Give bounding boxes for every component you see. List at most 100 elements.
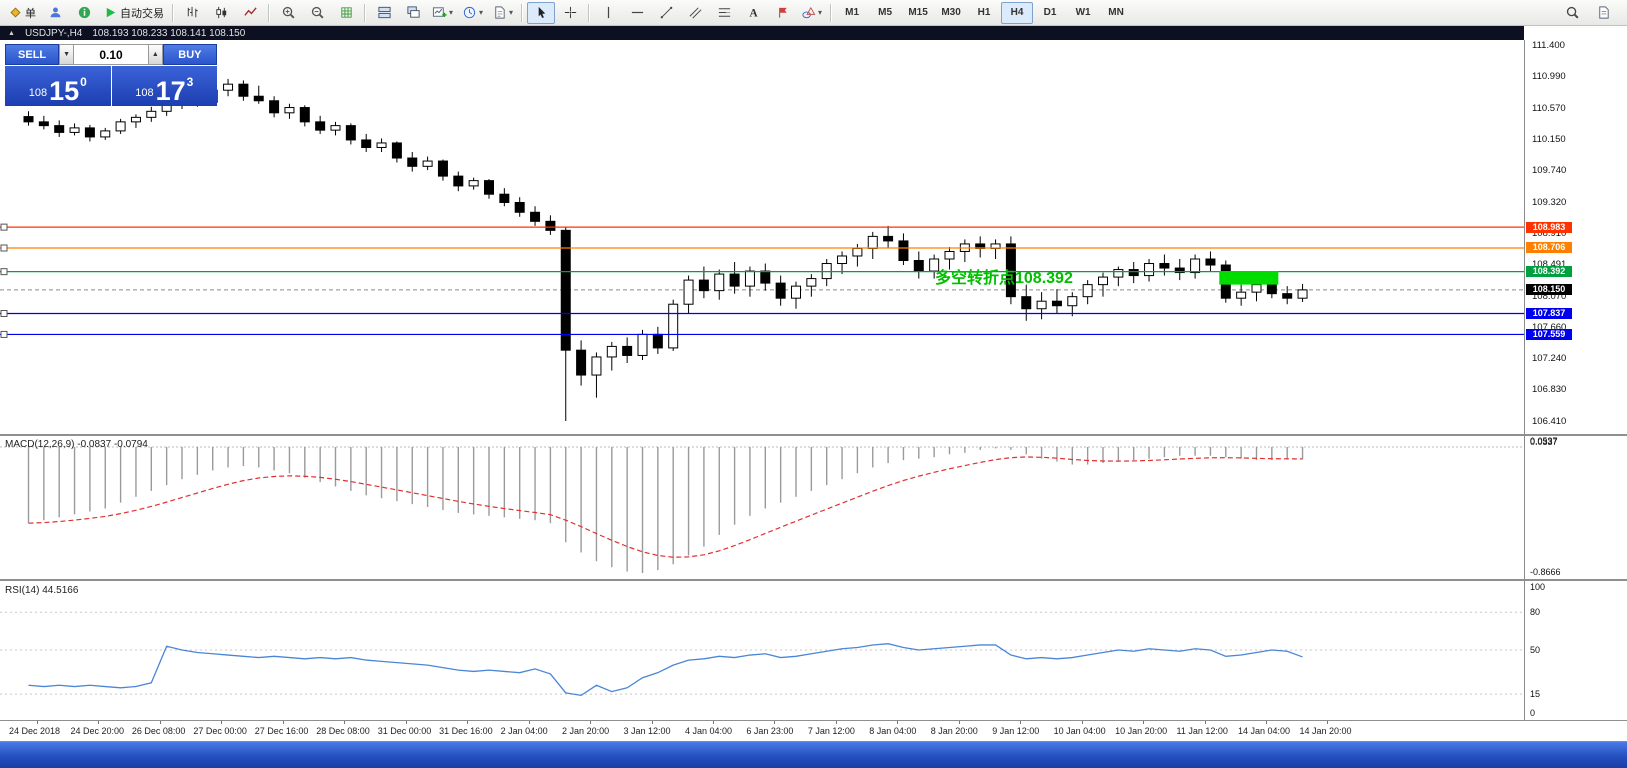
time-tick: [1081, 721, 1083, 724]
vertical-line-button[interactable]: [594, 2, 622, 24]
timeframe-mn-button[interactable]: MN: [1108, 7, 1124, 18]
price-tick-label: 106.830: [1532, 384, 1567, 396]
cascade-windows-button[interactable]: [399, 2, 427, 24]
price-chart[interactable]: 多空转折点108.392: [0, 40, 1524, 434]
timeframe-h1-button[interactable]: H1: [977, 7, 991, 18]
price-axis[interactable]: 111.400 110.990 110.570 110.150 109.740 109.3…: [1524, 40, 1627, 434]
panel-splitter[interactable]: [0, 434, 1627, 436]
search-button[interactable]: [1558, 2, 1586, 24]
candle-body: [69, 127, 80, 133]
timeframe-d1-button[interactable]: D1: [1043, 7, 1057, 18]
tile-windows-button[interactable]: [370, 2, 398, 24]
text-button[interactable]: A: [739, 2, 767, 24]
volume-input[interactable]: [74, 44, 148, 65]
candle-body: [913, 260, 924, 272]
time-tick: [590, 721, 592, 724]
profiles-button[interactable]: [41, 2, 69, 24]
candle-body: [499, 193, 510, 203]
time-axis-label: 2 Jan 20:00: [562, 726, 610, 736]
timeframe-h4-button[interactable]: H4: [1001, 1, 1034, 24]
candle-body: [1159, 263, 1170, 269]
time-axis-label: 4 Jan 04:00: [684, 726, 732, 736]
candle-body: [146, 110, 157, 118]
price-level-tag: 107.837: [1526, 307, 1572, 319]
rsi-scale-label: 15: [1530, 689, 1541, 700]
highlight-rectangle[interactable]: [1219, 271, 1279, 285]
autotrading-button[interactable]: 自动交易: [99, 2, 168, 24]
sell-price-display[interactable]: 108 15 0: [5, 66, 111, 106]
line-handle[interactable]: [0, 330, 8, 338]
channel-button[interactable]: [681, 2, 709, 24]
templates-button[interactable]: ▾: [488, 2, 517, 24]
zoom-out-button[interactable]: [303, 2, 331, 24]
rsi-panel[interactable]: [0, 581, 1524, 720]
line-handle[interactable]: [0, 309, 8, 317]
line-handle[interactable]: [0, 244, 8, 252]
label-icon: [775, 5, 790, 20]
timeframe-m15-button[interactable]: M15: [908, 7, 928, 18]
new-chart-icon: [432, 5, 447, 20]
panel-splitter: [0, 720, 1627, 721]
chart-annotation-text[interactable]: 多空转折点108.392: [935, 268, 1073, 287]
time-tick: [37, 721, 38, 724]
cascade-icon: [406, 5, 421, 20]
grid-button[interactable]: [332, 2, 360, 24]
shapes-button[interactable]: ▾: [797, 2, 826, 24]
time-axis-label: 11 Jan 12:00: [1176, 726, 1228, 736]
line-handle[interactable]: [0, 223, 8, 231]
crosshair-button[interactable]: [556, 2, 584, 24]
timeframe-m30-button[interactable]: M30: [941, 7, 961, 18]
time-axis-label: 8 Jan 20:00: [930, 726, 978, 736]
cursor-button[interactable]: [527, 1, 556, 24]
trendline-button[interactable]: [652, 2, 680, 24]
tile-icon: [377, 5, 392, 20]
market-info-button[interactable]: [70, 2, 98, 24]
time-axis[interactable]: 24 Dec 2018 24 Dec 20:00 26 Dec 08:00 27 De…: [0, 721, 1627, 741]
buy-button[interactable]: BUY: [162, 44, 217, 65]
new-chart-button[interactable]: ▾: [428, 2, 457, 24]
macd-scale-label: 0.0337: [1530, 437, 1558, 447]
timeframe-w1-button[interactable]: W1: [1075, 7, 1091, 18]
timeframe-m1-button[interactable]: M1: [845, 7, 860, 18]
macd-panel[interactable]: [0, 436, 1524, 579]
candle-body: [1266, 284, 1277, 295]
time-axis-label: 8 Jan 04:00: [869, 726, 917, 736]
candlestick-button[interactable]: [207, 2, 235, 24]
toolbar-right-group: [1558, 2, 1623, 24]
windows-taskbar[interactable]: [0, 741, 1627, 768]
chart-title-bar[interactable]: ▲ USDJPY-,H4 108.193 108.233 108.141 108…: [0, 26, 1524, 40]
candle-body: [407, 157, 418, 167]
candle-body: [1098, 276, 1108, 286]
candle-body: [330, 125, 341, 131]
arrows-label-button[interactable]: [768, 2, 796, 24]
line-handle[interactable]: [0, 268, 8, 276]
timeframe-m5-button[interactable]: M5: [878, 7, 893, 18]
sell-button[interactable]: SELL: [5, 44, 60, 65]
time-axis-label: 10 Jan 04:00: [1053, 726, 1106, 736]
one-click-trading-panel: SELL ▼ ▲ BUY 108 15 0 108 17 3: [5, 44, 217, 106]
volume-decrease-button[interactable]: ▼: [59, 44, 74, 65]
horizontal-line-button[interactable]: [623, 2, 651, 24]
toolbar-separator: [268, 3, 270, 22]
buy-price-display[interactable]: 108 17 3: [111, 66, 217, 106]
candle-body: [299, 107, 310, 123]
price-level-tag: 108.150: [1526, 284, 1572, 296]
macd-axis[interactable]: 0.0537 0.0337 -0.8666: [1524, 436, 1627, 579]
rsi-axis[interactable]: 100 80 50 15 0: [1524, 581, 1627, 720]
candle-body: [729, 273, 740, 287]
new-order-button[interactable]: 单: [4, 2, 40, 24]
time-axis-label: 6 Jan 23:00: [746, 726, 794, 736]
candle-body: [376, 142, 387, 148]
line-chart-button[interactable]: [236, 2, 264, 24]
zoom-in-button[interactable]: [274, 2, 302, 24]
sell-price-small: 108: [28, 87, 48, 99]
candle-body: [1082, 284, 1093, 298]
bar-chart-button[interactable]: [178, 2, 206, 24]
volume-increase-button[interactable]: ▲: [148, 44, 163, 65]
fibonacci-button[interactable]: [710, 2, 738, 24]
periods-button[interactable]: ▾: [458, 2, 487, 24]
panel-splitter[interactable]: [0, 579, 1627, 581]
candle-body: [821, 263, 832, 280]
price-tick-label: 108.070: [1532, 290, 1567, 302]
docs-button[interactable]: [1589, 2, 1617, 24]
